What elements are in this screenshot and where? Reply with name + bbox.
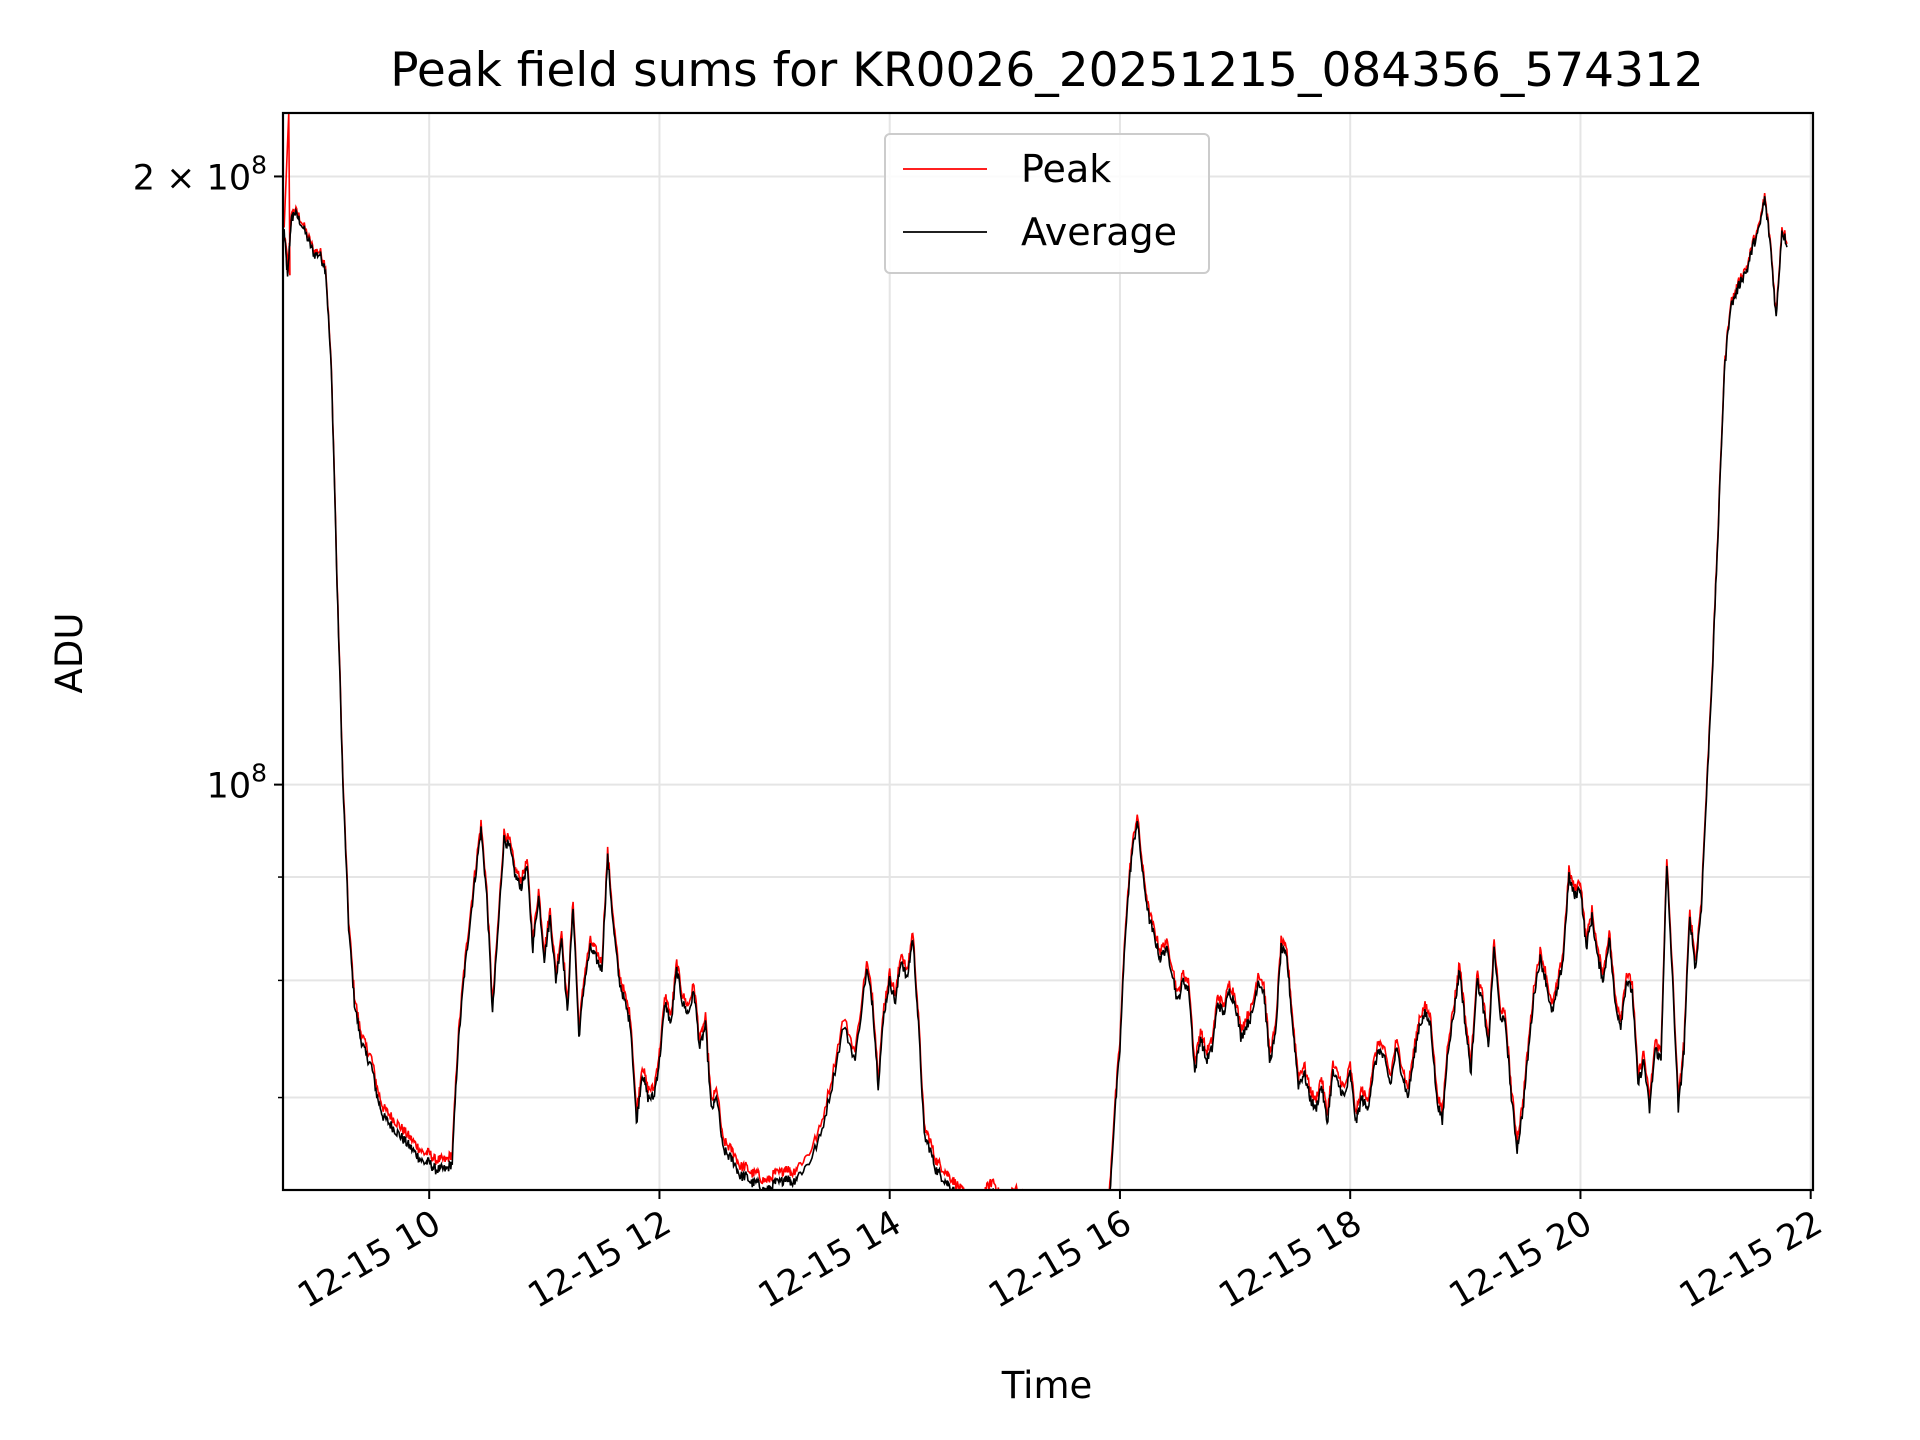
- x-tick-label: 12-15 10: [291, 1203, 447, 1316]
- y-tick-base: 10: [207, 767, 252, 807]
- series-average-line: [283, 196, 1788, 1190]
- x-tick-label: 12-15 16: [982, 1203, 1138, 1316]
- gridlines: [283, 113, 1813, 1190]
- y-tick-exponent: 8: [251, 759, 267, 788]
- y-tick-times: ×: [166, 158, 206, 198]
- plot-clip-group: [283, 113, 1788, 1190]
- x-tick-label: 12-15 22: [1673, 1203, 1829, 1316]
- x-tick-label: 12-15 20: [1443, 1203, 1599, 1316]
- plot-frame: [281, 111, 1815, 1192]
- y-tick-label: 108: [207, 759, 267, 807]
- x-axis-label: Time: [1001, 1364, 1093, 1407]
- x-tick-label: 12-15 12: [522, 1203, 678, 1316]
- y-tick-exponent: 8: [251, 150, 267, 179]
- y-tick-coef: 2: [133, 158, 166, 198]
- y-tick-label: 2 × 108: [133, 150, 267, 198]
- legend-peak-label: Peak: [1021, 147, 1111, 191]
- legend: Peak Average: [884, 133, 1210, 274]
- x-tick-label: 12-15 18: [1212, 1203, 1368, 1316]
- y-axis-label: ADU: [48, 613, 91, 694]
- legend-average-label: Average: [1021, 210, 1177, 254]
- x-axis: 12-15 10 12-15 12 12-15 14 12-15 16 12-15 18…: [291, 1190, 1829, 1316]
- x-tick-label: 12-15 14: [752, 1203, 908, 1316]
- y-tick-base: 10: [207, 158, 252, 198]
- series-peak-line: [283, 113, 1788, 1190]
- chart-title: Peak field sums for KR0026_20251215_0843…: [390, 43, 1704, 98]
